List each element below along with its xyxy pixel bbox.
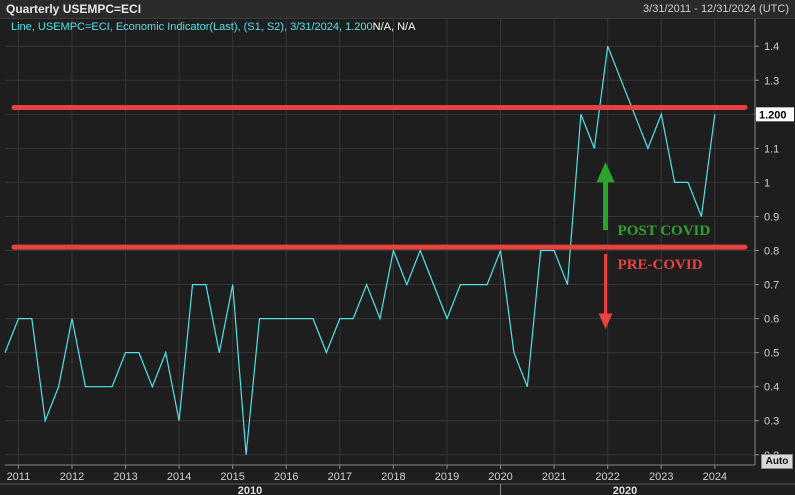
x-tick-label: 2015 xyxy=(220,471,244,483)
y-tick-label: 0.9 xyxy=(764,211,779,223)
x-decade-label: 2020 xyxy=(613,485,637,495)
x-tick-label: 2019 xyxy=(435,471,459,483)
plot-area xyxy=(5,19,755,465)
series xyxy=(4,45,716,455)
down-arrow-icon xyxy=(598,313,613,329)
last-value-label: 1.200 xyxy=(759,109,787,121)
legend-series-text: Line, USEMPC=ECI, Economic Indicator(Las… xyxy=(11,21,373,33)
x-tick-label: 2012 xyxy=(60,471,84,483)
title-bar: Quarterly USEMPC=ECI 3/31/2011 - 12/31/2… xyxy=(0,0,795,19)
y-tick-label: 1 xyxy=(764,177,770,189)
annotations: 1.200 POST COVID PRE-COVID xyxy=(11,105,794,329)
x-tick-label: 2014 xyxy=(167,471,191,483)
chart-title: Quarterly USEMPC=ECI xyxy=(6,2,142,16)
x-tick-label: 2016 xyxy=(274,471,298,483)
post-covid-label: POST COVID xyxy=(618,223,711,239)
x-tick-label: 2023 xyxy=(649,471,673,483)
y-tick-label: 0.6 xyxy=(764,314,779,326)
x-decade-label: 2010 xyxy=(238,485,262,495)
y-tick-label: 0.7 xyxy=(764,280,779,292)
auto-button[interactable]: Auto xyxy=(761,454,793,469)
x-tick-label: 2020 xyxy=(488,471,512,483)
up-arrow-icon xyxy=(596,161,615,183)
x-tick-label: 2013 xyxy=(113,471,137,483)
series-line xyxy=(4,45,716,455)
x-tick-label: 2018 xyxy=(381,471,405,483)
y-tick-label: 0.8 xyxy=(764,246,779,258)
x-tick-label: 2017 xyxy=(328,471,352,483)
axes: 0.20.30.40.50.60.70.80.911.11.21.31.4201… xyxy=(0,19,795,495)
y-tick-label: 1.1 xyxy=(764,143,779,155)
x-tick-label: 2011 xyxy=(7,471,31,483)
y-tick-label: 1.3 xyxy=(764,75,779,87)
chart-canvas[interactable]: 0.20.30.40.50.60.70.80.911.11.21.31.4201… xyxy=(0,19,795,495)
y-tick-label: 0.5 xyxy=(764,348,779,360)
y-tick-label: 0.3 xyxy=(764,416,779,428)
y-tick-label: 1.4 xyxy=(764,41,779,53)
x-tick-label: 2024 xyxy=(703,471,727,483)
x-tick-label: 2021 xyxy=(542,471,566,483)
grid xyxy=(5,19,755,465)
y-tick-label: 0.4 xyxy=(764,382,779,394)
pre-covid-label: PRE-COVID xyxy=(618,257,703,273)
x-tick-label: 2022 xyxy=(595,471,619,483)
legend: Line, USEMPC=ECI, Economic Indicator(Las… xyxy=(11,21,415,33)
last-value-box xyxy=(756,107,794,122)
date-range[interactable]: 3/31/2011 - 12/31/2024 (UTC) xyxy=(643,3,789,15)
legend-na-text: N/A, N/A xyxy=(372,21,416,33)
